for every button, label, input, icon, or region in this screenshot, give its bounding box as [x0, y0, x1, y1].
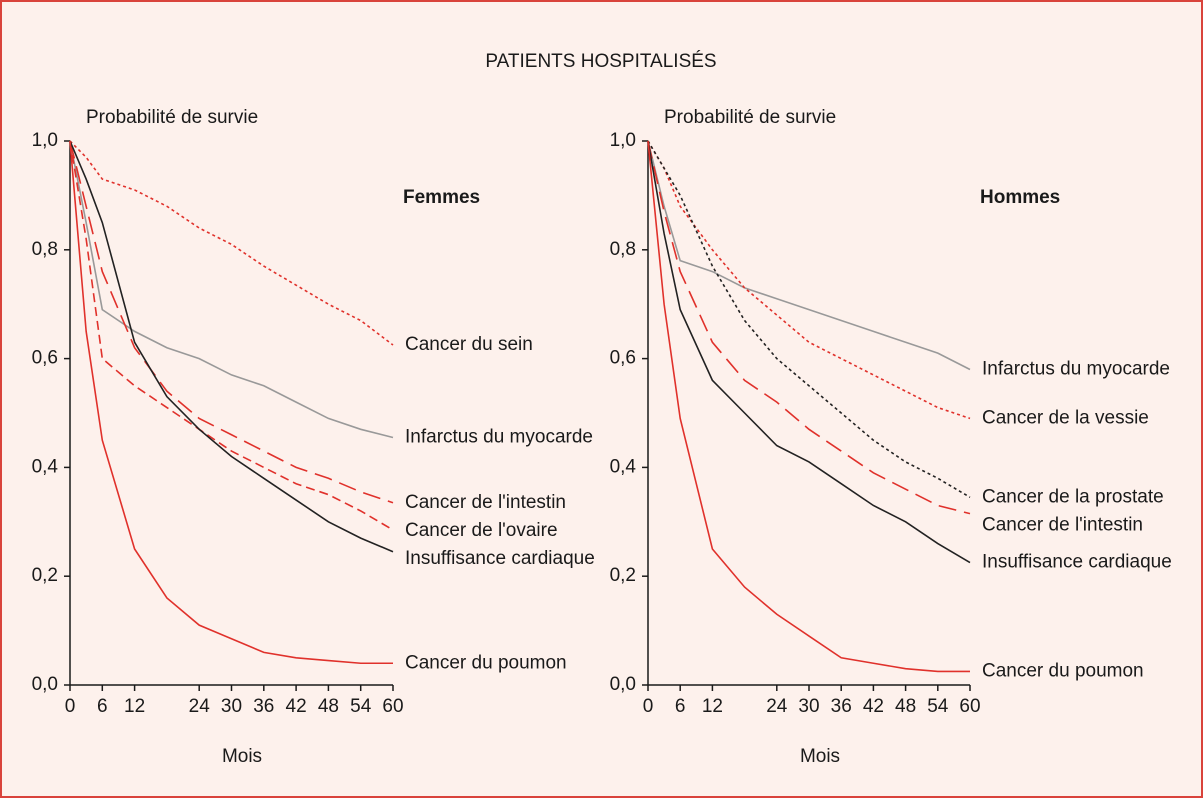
y-tick-label: 1,0 — [610, 130, 636, 151]
series-label: Infarctus du myocarde — [405, 426, 593, 447]
series-line — [647, 140, 970, 673]
series-line — [647, 140, 971, 515]
series-line — [647, 140, 971, 371]
y-tick-label: 0,8 — [32, 239, 58, 260]
x-tick-label: 6 — [97, 696, 108, 717]
series-line — [69, 140, 394, 531]
series-label: Cancer de la prostate — [982, 486, 1164, 507]
series-label: Cancer du poumon — [405, 652, 567, 673]
y-tick-label: 0,0 — [32, 674, 58, 695]
x-tick-label: 42 — [286, 696, 307, 717]
x-tick-label: 48 — [895, 696, 916, 717]
series-line — [69, 140, 394, 553]
x-tick-label: 30 — [798, 696, 819, 717]
x-tick-label: 24 — [766, 696, 788, 717]
y-tick-label: 0,6 — [32, 348, 58, 369]
series-label: Cancer du poumon — [982, 660, 1144, 681]
y-tick-label: 0,8 — [610, 239, 636, 260]
chart-title: PATIENTS HOSPITALISÉS — [485, 51, 716, 72]
x-tick-label: 36 — [253, 696, 274, 717]
series-line — [69, 140, 394, 439]
x-axis-label: Mois — [800, 746, 840, 767]
y-tick-label: 1,0 — [32, 130, 58, 151]
series-line — [647, 140, 971, 564]
x-tick-label: 48 — [318, 696, 339, 717]
series-label: Insuffisance cardiaque — [405, 548, 595, 569]
x-tick-label: 0 — [643, 696, 654, 717]
y-tick-label: 0,6 — [610, 348, 636, 369]
series-label: Insuffisance cardiaque — [982, 552, 1172, 573]
x-tick-label: 12 — [124, 696, 145, 717]
x-tick-label: 60 — [382, 696, 403, 717]
x-tick-label: 42 — [863, 696, 884, 717]
panel-subtitle: Femmes — [403, 187, 480, 208]
series-line — [69, 140, 393, 665]
y-axis-label: Probabilité de survie — [664, 107, 836, 128]
y-tick-label: 0,0 — [610, 674, 636, 695]
y-tick-label: 0,2 — [610, 565, 636, 586]
x-tick-label: 54 — [927, 696, 949, 717]
series-label: Cancer de la vessie — [982, 407, 1149, 428]
series-line — [647, 140, 971, 420]
x-tick-label: 6 — [675, 696, 686, 717]
x-tick-label: 30 — [221, 696, 242, 717]
x-tick-label: 0 — [65, 696, 76, 717]
panel-subtitle: Hommes — [980, 187, 1060, 208]
x-tick-label: 12 — [702, 696, 723, 717]
series-label: Cancer de l'intestin — [405, 492, 566, 513]
x-tick-label: 54 — [350, 696, 372, 717]
series-label: Infarctus du myocarde — [982, 358, 1170, 379]
x-tick-label: 60 — [959, 696, 980, 717]
series-label: Cancer de l'intestin — [982, 514, 1143, 535]
y-tick-label: 0,4 — [32, 456, 59, 477]
x-tick-label: 36 — [831, 696, 852, 717]
x-axis-label: Mois — [222, 746, 262, 767]
y-tick-label: 0,2 — [32, 565, 58, 586]
series-label: Cancer du sein — [405, 334, 533, 355]
series-label: Cancer de l'ovaire — [405, 520, 558, 541]
y-axis-label: Probabilité de survie — [86, 107, 258, 128]
y-tick-label: 0,4 — [610, 456, 637, 477]
x-tick-label: 24 — [189, 696, 211, 717]
